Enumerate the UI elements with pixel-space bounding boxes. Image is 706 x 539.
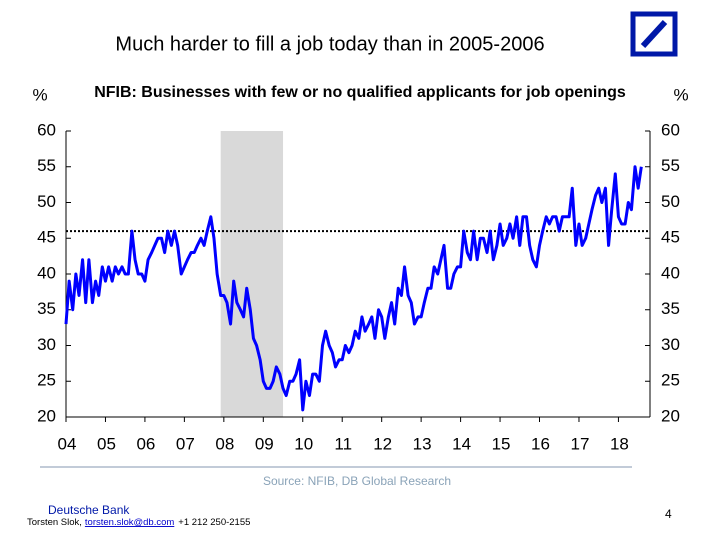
y-tick-label: 20	[37, 406, 56, 425]
x-tick-label: 18	[610, 434, 629, 453]
x-tick-label: 09	[255, 434, 274, 453]
x-tick-label: 07	[176, 434, 195, 453]
logo	[630, 11, 678, 57]
y-axis-label: %	[32, 85, 47, 104]
y2-tick-label: 25	[661, 371, 680, 390]
page-number: 4	[665, 507, 672, 521]
y2-tick-label: 55	[661, 156, 680, 175]
y2-tick-label: 60	[661, 120, 680, 139]
data-line	[64, 165, 643, 412]
y-tick-label: 60	[37, 120, 56, 139]
contact: Torsten Slok, torsten.slok@db.com +1 212 2…	[27, 517, 250, 528]
x-tick-label: 08	[215, 434, 234, 453]
logo-slash	[640, 19, 668, 49]
x-tick-label: 06	[136, 434, 155, 453]
author: Torsten Slok,	[27, 517, 82, 528]
x-tick-label: 13	[413, 434, 432, 453]
y-tick-label: 25	[37, 371, 56, 390]
x-tick-label: 14	[452, 434, 471, 453]
x-tick-label: 05	[97, 434, 116, 453]
y2-tick-label: 50	[661, 192, 680, 211]
chart-title: NFIB: Businesses with few or no qualifie…	[94, 84, 626, 101]
y2-tick-label: 35	[661, 299, 680, 318]
y-tick-label: 30	[37, 335, 56, 354]
x-tick-label: 16	[531, 434, 550, 453]
recession-shade	[220, 131, 284, 417]
x-tick-label: 04	[58, 434, 77, 453]
phone: +1 212 250-2155	[178, 517, 250, 528]
slide-title: Much harder to fill a job today than in …	[115, 33, 544, 55]
y2-tick-label: 30	[661, 335, 680, 354]
logo-frame	[630, 11, 678, 57]
company-name: Deutsche Bank	[48, 503, 130, 517]
x-tick-label: 11	[334, 434, 352, 453]
x-tick-label: 12	[373, 434, 392, 453]
y2-axis-label: %	[673, 85, 688, 104]
plot-area: 20 25 30 35 40 45 50 55 60 20 25 30 35 40 45 50 55 60 04 05…	[37, 120, 680, 453]
y-tick-label: 45	[37, 228, 56, 247]
x-tick-label: 10	[294, 434, 313, 453]
x-tick-label: 15	[492, 434, 511, 453]
y2-tick-label: 20	[661, 406, 680, 425]
y2-tick-label: 40	[661, 263, 680, 282]
source: Source: NFIB, DB Global Research	[263, 474, 451, 488]
y-tick-label: 40	[37, 263, 56, 282]
y-tick-label: 50	[37, 192, 56, 211]
y-tick-label: 35	[37, 299, 56, 318]
email[interactable]: torsten.slok@db.com	[85, 517, 174, 528]
y-tick-label: 55	[37, 156, 56, 175]
y2-tick-label: 45	[661, 228, 680, 247]
x-tick-label: 17	[571, 434, 590, 453]
